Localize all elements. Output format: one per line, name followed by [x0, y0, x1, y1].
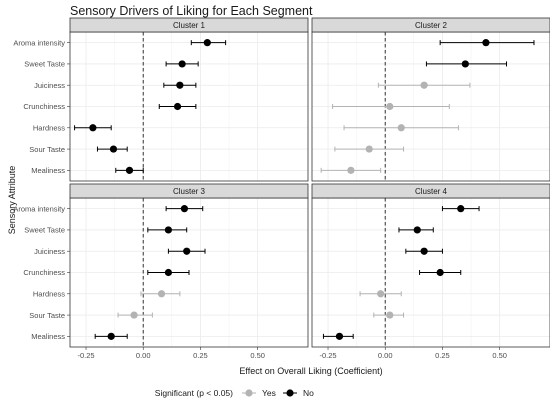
x-tick-label: 0.50	[492, 351, 507, 360]
point-juiciness	[420, 247, 428, 255]
strip-label: Cluster 4	[415, 187, 448, 196]
point-sour-taste	[130, 311, 138, 319]
point-mealiness	[335, 332, 344, 340]
chart-title: Sensory Drivers of Liking for Each Segme…	[70, 4, 313, 18]
point-crunchiness	[386, 102, 394, 111]
y-tick-label: Hardness	[33, 289, 65, 298]
y-tick-label: Crunchiness	[23, 102, 65, 111]
point-sweet-taste	[461, 60, 469, 68]
strip-background	[69, 183, 309, 199]
point-crunchiness	[436, 268, 444, 277]
x-axis-title: Effect on Overall Liking (Coefficient)	[239, 366, 382, 376]
y-tick-label: Sour Taste	[29, 145, 65, 154]
point-crunchiness	[173, 102, 182, 111]
point-mealiness	[347, 166, 355, 174]
strip-label: Cluster 3	[173, 187, 206, 196]
strip-background	[69, 17, 309, 33]
point-juiciness	[420, 81, 428, 89]
panel-cluster-2: Cluster 2	[311, 17, 550, 182]
strip-background	[311, 183, 550, 199]
point-sour-taste	[109, 145, 118, 153]
legend-title: Significant (p < 0.05)	[155, 388, 233, 398]
y-tick-label: Aroma intensity	[13, 204, 65, 213]
y-tick-label: Juiciness	[34, 81, 65, 90]
y-tick-label: Hardness	[33, 123, 65, 132]
facet-panels: Cluster 1 Aroma intensity Sweet Taste Juici…	[13, 17, 550, 360]
y-tick-label: Crunchiness	[23, 268, 65, 277]
legend-key-no-dot	[286, 389, 294, 397]
y-tick-label: Aroma intensity	[13, 38, 65, 47]
legend-label-no: No	[303, 388, 314, 398]
point-sweet-taste	[178, 60, 186, 68]
panel-cluster-4: Cluster 4 -0.25 0.00 0.25 0.50	[311, 183, 550, 360]
x-tick-label: 0.00	[378, 351, 393, 360]
legend-label-yes: Yes	[262, 388, 276, 398]
strip-label: Cluster 1	[173, 21, 206, 30]
point-aroma-intensity	[203, 39, 211, 47]
x-tick-label: -0.25	[319, 351, 336, 360]
x-tick-label: 0.25	[435, 351, 450, 360]
point-crunchiness	[164, 268, 173, 277]
legend: Significant (p < 0.05) Yes No	[155, 388, 314, 398]
point-hardness	[157, 290, 166, 298]
panel-cluster-3: Cluster 3 Aroma intensity Sweet Taste Juici…	[13, 183, 309, 360]
x-tick-label: 0.00	[136, 351, 151, 360]
point-aroma-intensity	[482, 39, 490, 47]
legend-key-yes-dot	[245, 389, 253, 397]
point-sweet-taste	[164, 226, 173, 234]
point-sweet-taste	[413, 226, 421, 234]
panel-cluster-1: Cluster 1 Aroma intensity Sweet Taste Juici…	[13, 17, 309, 182]
y-axis-title: Sensory Attribute	[7, 166, 17, 235]
point-hardness	[397, 124, 405, 132]
x-tick-label: 0.50	[250, 351, 265, 360]
strip-background	[311, 17, 550, 33]
y-tick-label: Mealiness	[31, 332, 65, 341]
point-juiciness	[176, 81, 184, 89]
point-mealiness	[125, 166, 134, 174]
point-hardness	[377, 290, 385, 298]
point-mealiness	[107, 332, 115, 340]
y-tick-label: Mealiness	[31, 166, 65, 175]
point-aroma-intensity	[457, 205, 465, 213]
x-tick-label: 0.25	[193, 351, 208, 360]
point-sour-taste	[365, 145, 373, 153]
y-tick-label: Juiciness	[34, 247, 65, 256]
point-juiciness	[183, 247, 191, 255]
strip-label: Cluster 2	[415, 21, 448, 30]
y-tick-label: Sour Taste	[29, 311, 65, 320]
y-tick-label: Sweet Taste	[24, 60, 65, 69]
y-tick-label: Sweet Taste	[24, 226, 65, 235]
point-aroma-intensity	[180, 205, 189, 213]
point-sour-taste	[386, 311, 394, 319]
x-tick-label: -0.25	[77, 351, 94, 360]
point-hardness	[89, 124, 97, 132]
